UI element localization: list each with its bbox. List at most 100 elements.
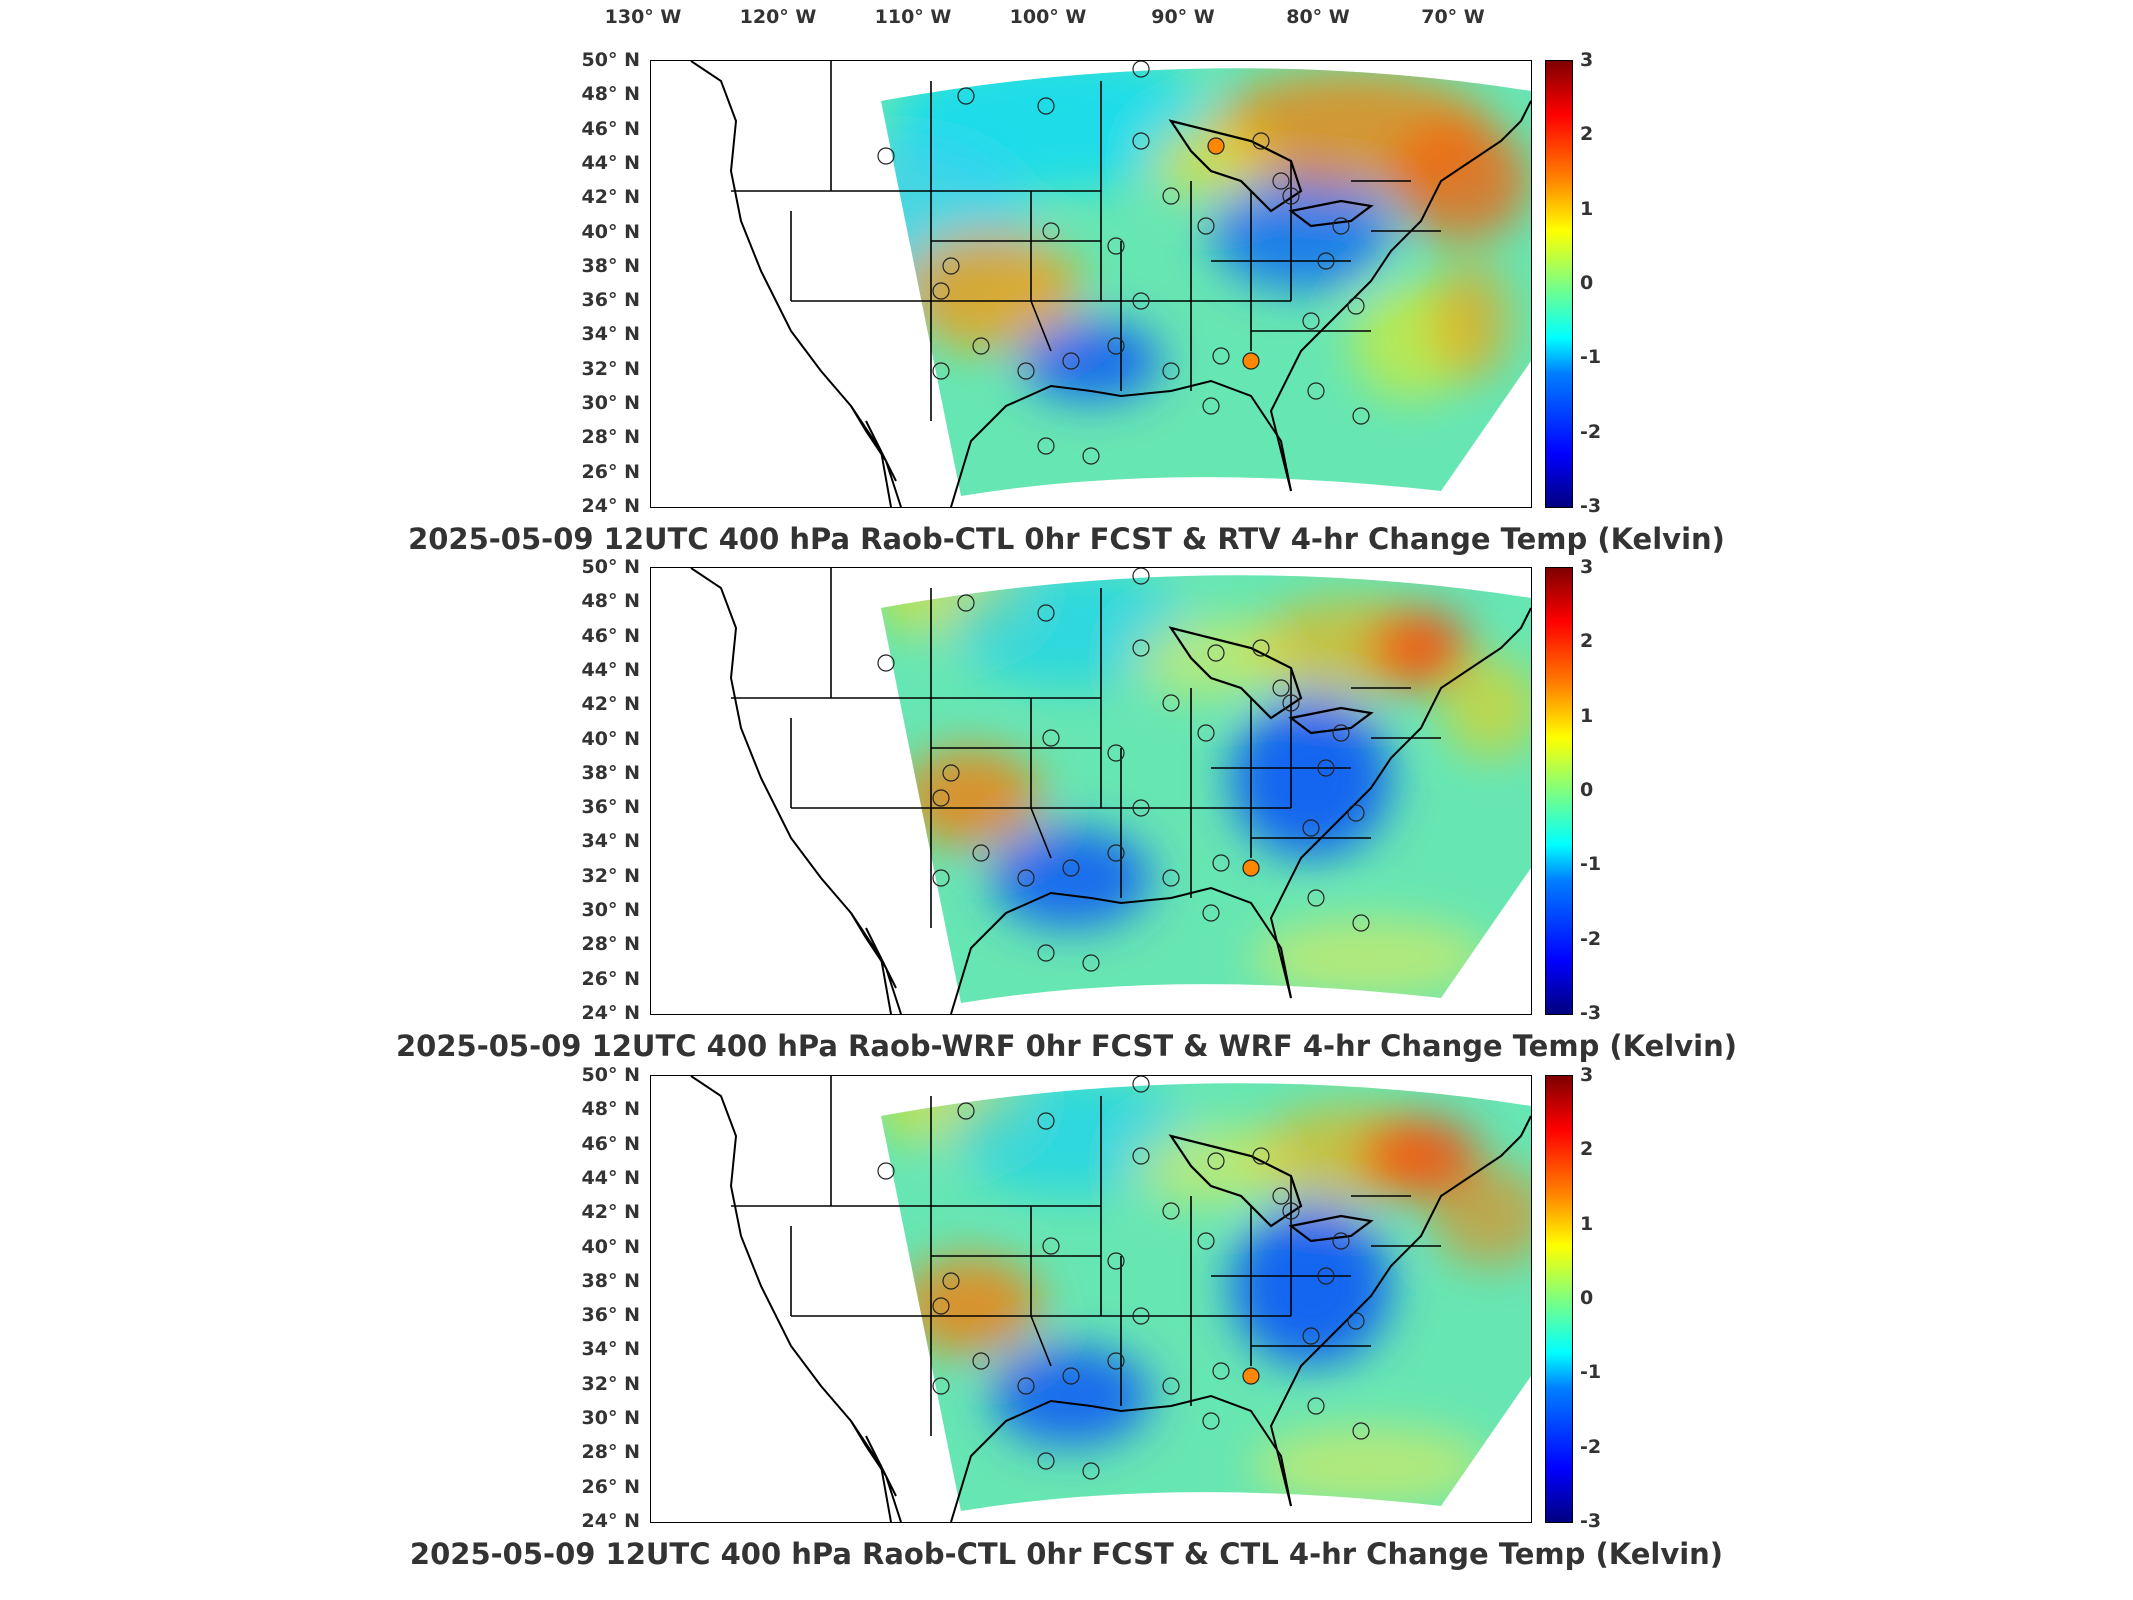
station-marker [1212,854,1230,872]
state-border [1030,1315,1052,1367]
station-marker [1332,724,1350,742]
map-svg [690,568,1531,1014]
lon-label: 100° W [1009,6,1087,28]
station-marker [1197,217,1215,235]
station-marker [1162,1202,1180,1220]
lat-label: 42° N [581,1201,640,1224]
field-anomaly [1441,658,1531,758]
colorbar-tick: -1 [1580,853,1602,876]
station-marker [1082,1462,1100,1480]
lat-label: 28° N [581,1441,640,1464]
station-marker [1212,1362,1230,1380]
station-marker [1197,724,1215,742]
colorbar-tick: -2 [1580,1435,1602,1458]
station-marker [942,764,960,782]
station-marker [1162,694,1180,712]
lat-label: 30° N [581,899,640,922]
lat-label: 48° N [581,83,640,106]
coastline [950,1394,1292,1522]
field-anomaly [901,748,1041,848]
station-marker [1207,1152,1225,1170]
state-border [1030,807,1052,859]
station-marker [932,1297,950,1315]
temperature-field [881,1083,1531,1511]
station-marker [1307,889,1325,907]
great-lakes [1168,626,1374,735]
colorbar-tick: 3 [1580,49,1594,71]
field-anomaly [1231,1206,1391,1366]
station-marker [1042,1237,1060,1255]
colorbar-tick: -3 [1580,1510,1602,1532]
station-marker [1347,297,1365,315]
station-marker [1302,819,1320,837]
coastline [850,405,902,507]
station-marker [932,282,950,300]
field-anomaly [1251,918,1491,998]
station-marker [1082,954,1100,972]
lat-label: 24° N [581,1002,640,1024]
station-marker [1162,869,1180,887]
station-marker [1307,382,1325,400]
field-anomaly [1021,321,1161,401]
station-marker [1332,1232,1350,1250]
station-marker [1302,312,1320,330]
lon-label: 70° W [1421,6,1485,28]
field-anomaly [1431,1166,1531,1266]
lat-label: 40° N [581,1235,640,1258]
station-marker [1252,639,1270,657]
station-marker [1162,1377,1180,1395]
great-lakes [1168,119,1374,228]
state-border [1030,300,1052,352]
coastline [1269,100,1531,492]
station-marker [1132,292,1150,310]
lat-label: 36° N [581,796,640,819]
station-marker [1037,604,1055,622]
lat-label: 38° N [581,1269,640,1292]
station-marker [1202,904,1220,922]
coastline [850,1420,902,1522]
station-marker [1107,1352,1125,1370]
station-marker [1162,362,1180,380]
panel-title: 2025-05-09 12UTC 400 hPa Raob-CTL 0hr FC… [408,522,1725,556]
field-anomaly [901,1256,1041,1356]
station-marker [932,1377,950,1395]
coastline [1269,607,1531,999]
station-marker [1307,1397,1325,1415]
panel-title: 2025-05-09 12UTC 400 hPa Raob-CTL 0hr FC… [409,1537,1724,1571]
colorbar-tick: 0 [1580,1287,1594,1309]
boundaries [690,1076,1531,1522]
station-marker [1242,859,1260,877]
lat-label: 38° N [581,254,640,277]
station-marker [932,362,950,380]
lat-label: 46° N [581,1132,640,1155]
colorbar [1545,60,1573,508]
station-marker [1107,237,1125,255]
map-svg [690,61,1531,507]
field-anomaly [901,231,1081,351]
field-anomaly [1131,1126,1291,1206]
station-marker [877,654,895,672]
station-marker [972,1352,990,1370]
station-marker [1272,679,1290,697]
station-marker [877,147,895,165]
lat-label: 24° N [581,495,640,517]
lon-label: 130° W [604,6,682,28]
station-marker [1082,447,1100,465]
map-plot [650,567,1532,1015]
station-marker [1017,362,1035,380]
colorbar-tick: 3 [1580,556,1594,578]
lon-label: 120° W [739,6,817,28]
lat-label: 48° N [581,590,640,613]
colorbar-tick: 1 [1580,1212,1594,1235]
station-marker [1272,1187,1290,1205]
station-marker [1132,132,1150,150]
station-marker [1107,844,1125,862]
lat-label: 32° N [581,864,640,887]
station-marker [1207,644,1225,662]
station-marker [1042,222,1060,240]
station-marker [1332,217,1350,235]
station-marker [1042,729,1060,747]
map-plot [650,1075,1532,1523]
colorbar [1545,1075,1573,1523]
station-marker [932,789,950,807]
